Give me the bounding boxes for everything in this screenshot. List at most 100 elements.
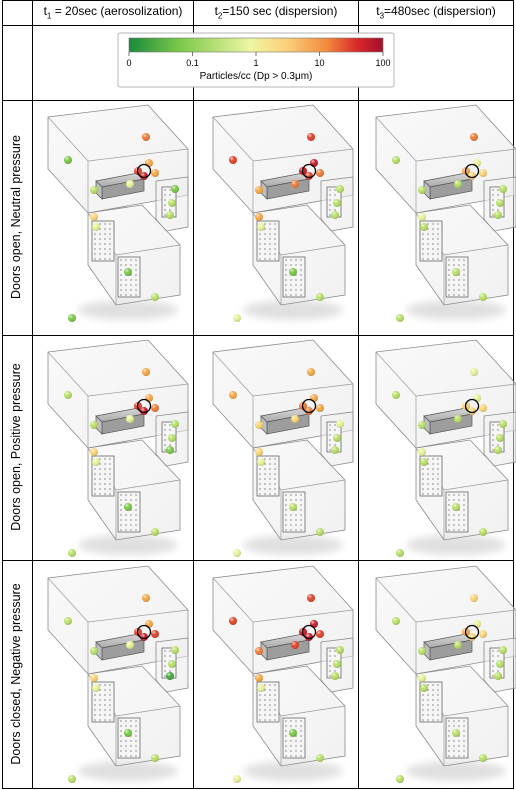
particle-sphere: [479, 754, 487, 762]
room-edges: [375, 577, 516, 674]
source-marker: [301, 398, 317, 414]
particle-sphere: [333, 434, 341, 442]
particle-sphere: [496, 199, 504, 207]
particle-sphere: [468, 407, 476, 415]
vent-panel: [445, 717, 469, 759]
particle-sphere: [454, 180, 462, 188]
source-marker: [464, 398, 480, 414]
particle-sphere: [151, 404, 159, 412]
row-label-negative: Doors closed, Negative pressure: [9, 583, 23, 765]
particle-sphere: [336, 646, 344, 654]
room-edges: [212, 351, 354, 448]
particle-sphere: [90, 213, 98, 221]
particle-sphere: [151, 293, 159, 301]
particle-sphere: [289, 268, 297, 276]
particle-sphere: [64, 156, 72, 164]
vent-panel: [91, 681, 115, 723]
room-edges: [375, 116, 516, 213]
particle-sphere: [229, 156, 237, 164]
particle-sphere: [499, 185, 507, 193]
particle-sphere: [307, 133, 315, 141]
particle-sphere: [470, 133, 478, 141]
particle-sphere: [396, 775, 404, 783]
room-edges: [212, 577, 354, 674]
particle-sphere: [166, 211, 174, 219]
room-edges: [47, 116, 189, 213]
particle-sphere: [124, 503, 132, 511]
vent-panel: [419, 681, 443, 723]
source-marker: [136, 624, 152, 640]
particle-sphere: [171, 646, 179, 654]
row-label-neutral: Doors open, Neutral pressure: [9, 135, 23, 299]
panel-r3-c3: [375, 565, 516, 783]
particle-sphere: [233, 549, 241, 557]
vent-panel: [256, 681, 280, 723]
particle-sphere: [151, 169, 159, 177]
particle-sphere: [468, 172, 476, 180]
room-shadow: [406, 535, 506, 555]
room-shadow: [243, 300, 343, 320]
vent-panel: [256, 220, 280, 262]
colorbar-label: Particles/cc (Dp > 0.3μm): [200, 71, 313, 82]
particle-sphere: [90, 186, 98, 194]
particle-sphere: [255, 213, 263, 221]
room-shadow: [406, 300, 506, 320]
particle-sphere: [168, 199, 176, 207]
particle-sphere: [479, 169, 487, 177]
vent-panel: [117, 491, 141, 533]
panel-r1-c3: [375, 104, 516, 322]
room-edges: [47, 351, 189, 448]
particle-sphere: [289, 729, 297, 737]
particle-sphere: [331, 672, 339, 680]
particle-sphere: [68, 775, 76, 783]
vent-panel: [445, 491, 469, 533]
vent-panel: [91, 455, 115, 497]
panel-r2-c1: [47, 339, 189, 557]
particle-sphere: [316, 293, 324, 301]
particle-sphere: [92, 458, 100, 466]
particle-sphere: [331, 446, 339, 454]
panel-r1-c1: [47, 104, 189, 322]
particle-sphere: [229, 617, 237, 625]
particle-sphere: [255, 186, 263, 194]
particle-sphere: [126, 415, 134, 423]
header-t1: t1 = 20sec (aerosolization): [43, 4, 183, 21]
particle-sphere: [420, 223, 428, 231]
particle-sphere: [64, 617, 72, 625]
particle-sphere: [470, 368, 478, 376]
particle-sphere: [418, 186, 426, 194]
particle-sphere: [452, 268, 460, 276]
particle-sphere: [92, 684, 100, 692]
particle-sphere: [473, 394, 481, 402]
room-edges: [212, 116, 354, 213]
particle-sphere: [64, 391, 72, 399]
header-t2: t2=150 sec (dispersion): [214, 4, 338, 21]
particle-sphere: [145, 394, 153, 402]
particle-sphere: [479, 630, 487, 638]
particle-sphere: [126, 180, 134, 188]
particle-sphere: [479, 528, 487, 536]
vent-panel: [419, 220, 443, 262]
particle-sphere: [140, 172, 148, 180]
particle-sphere: [166, 446, 174, 454]
particle-sphere: [289, 503, 297, 511]
particle-sphere: [145, 159, 153, 167]
particle-sphere: [496, 434, 504, 442]
room-main: [375, 565, 516, 675]
particle-sphere: [496, 660, 504, 668]
particle-sphere: [171, 420, 179, 428]
particle-sphere: [151, 754, 159, 762]
particle-sphere: [392, 156, 400, 164]
particle-sphere: [168, 434, 176, 442]
particle-sphere: [420, 684, 428, 692]
room-edges: [375, 351, 516, 448]
particle-sphere: [479, 293, 487, 301]
particle-sphere: [291, 180, 299, 188]
particle-sphere: [418, 674, 426, 682]
particle-sphere: [470, 594, 478, 602]
room-shadow: [78, 300, 178, 320]
particle-sphere: [142, 133, 150, 141]
colorbar-ticks: 0 0.1 1 10 100: [126, 52, 391, 68]
